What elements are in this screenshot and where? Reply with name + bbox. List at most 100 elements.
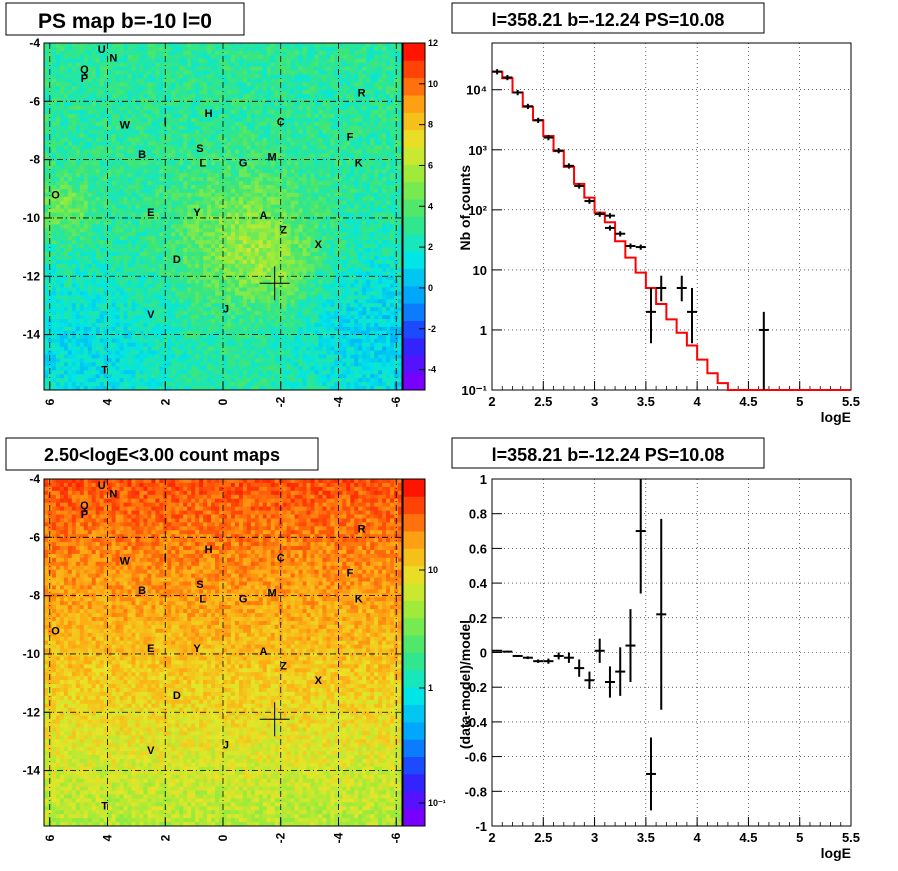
heatmap-cell <box>254 117 260 123</box>
heatmap-cell <box>123 43 128 48</box>
heatmap-cell <box>183 212 188 217</box>
heatmap-cell <box>314 169 319 174</box>
heatmap-cell <box>115 74 120 79</box>
heatmap-cell <box>207 236 212 241</box>
heatmap-cell <box>346 173 351 178</box>
heatmap-cell <box>139 208 144 213</box>
heatmap-cell <box>203 165 208 170</box>
heatmap-cell <box>47 216 53 221</box>
heatmap-cell <box>211 74 216 79</box>
heatmap-cell <box>310 196 315 202</box>
heatmap-cell <box>278 165 284 170</box>
heatmap-cell <box>322 106 327 111</box>
heatmap-cell <box>139 133 144 139</box>
heatmap-cell <box>147 153 152 158</box>
heatmap-cell <box>187 117 192 123</box>
heatmap-cell <box>139 129 144 135</box>
heatmap-cell <box>44 133 49 139</box>
heatmap-cell <box>91 165 97 170</box>
heatmap-cell <box>143 62 148 68</box>
heatmap-cell <box>123 208 128 213</box>
heatmap-cell <box>203 232 208 237</box>
heatmap-cell <box>115 208 120 213</box>
heatmap-cell <box>59 240 65 245</box>
heatmap-cell <box>314 43 319 48</box>
heatmap-cell <box>290 50 295 56</box>
heatmap-cell <box>234 58 240 64</box>
heatmap-cell <box>139 117 144 123</box>
heatmap-cell <box>115 228 120 233</box>
heatmap-cell <box>79 94 85 99</box>
heatmap-cell <box>298 106 303 111</box>
heatmap-cell <box>179 110 184 115</box>
heatmap-cell <box>131 90 136 95</box>
heatmap-cell <box>298 173 303 178</box>
heatmap-cell <box>135 62 140 68</box>
heatmap-cell <box>87 157 93 162</box>
heatmap-cell <box>119 200 124 206</box>
heatmap-cell <box>123 82 128 87</box>
heatmap-cell <box>111 208 116 213</box>
heatmap-cell <box>199 173 204 178</box>
heatmap-cell <box>203 78 208 83</box>
heatmap-cell <box>258 98 264 103</box>
heatmap-cell <box>179 117 184 123</box>
heatmap-cell <box>398 184 403 190</box>
heatmap-cell <box>87 149 93 154</box>
heatmap-cell <box>51 248 57 253</box>
heatmap-cell <box>91 196 97 202</box>
heatmap-cell <box>83 110 89 115</box>
heatmap-cell <box>362 244 367 249</box>
heatmap-cell <box>151 240 156 245</box>
heatmap-cell <box>310 153 315 158</box>
heatmap-cell <box>354 129 359 135</box>
heatmap-cell <box>67 184 73 190</box>
heatmap-cell <box>167 216 172 221</box>
heatmap-cell <box>258 244 264 249</box>
heatmap-cell <box>398 173 403 178</box>
heatmap-cell <box>99 212 105 217</box>
heatmap-cell <box>382 70 387 75</box>
heatmap-cell <box>207 141 212 146</box>
heatmap-cell <box>342 141 347 146</box>
heatmap-cell <box>286 173 292 178</box>
heatmap-cell <box>298 90 303 95</box>
heatmap-cell <box>298 149 303 154</box>
heatmap-cell <box>191 82 196 87</box>
heatmap-cell <box>326 66 331 71</box>
heatmap-cell <box>254 192 260 198</box>
heatmap-cell <box>334 248 339 253</box>
heatmap-cell <box>59 54 65 60</box>
heatmap-cell <box>390 208 395 213</box>
heatmap-cell <box>270 74 276 79</box>
heatmap-cell <box>219 149 224 154</box>
heatmap-cell <box>306 117 311 123</box>
heatmap-cell <box>127 54 132 60</box>
heatmap-cell <box>67 125 73 131</box>
heatmap-cell <box>346 58 351 64</box>
heatmap-cell <box>107 66 113 71</box>
heatmap-cell <box>55 255 61 261</box>
heatmap-cell <box>199 184 204 190</box>
heatmap-cell <box>95 169 101 174</box>
heatmap-cell <box>103 244 109 249</box>
heatmap-cell <box>159 141 164 146</box>
heatmap-cell <box>270 78 276 83</box>
heatmap-cell <box>191 145 196 150</box>
heatmap-cell <box>183 161 188 166</box>
heatmap-cell <box>143 216 148 221</box>
heatmap-cell <box>175 169 180 174</box>
heatmap-cell <box>342 188 347 194</box>
heatmap-cell <box>167 255 172 261</box>
heatmap-cell <box>139 90 144 95</box>
heatmap-cell <box>51 212 57 217</box>
heatmap-cell <box>254 50 260 56</box>
heatmap-cell <box>107 165 113 170</box>
heatmap-cell <box>250 169 256 174</box>
heatmap-cell <box>159 113 164 119</box>
heatmap-cell <box>51 74 57 79</box>
heatmap-cell <box>127 224 132 229</box>
heatmap-cell <box>183 50 188 56</box>
heatmap-cell <box>238 251 244 257</box>
heatmap-cell <box>242 192 248 198</box>
